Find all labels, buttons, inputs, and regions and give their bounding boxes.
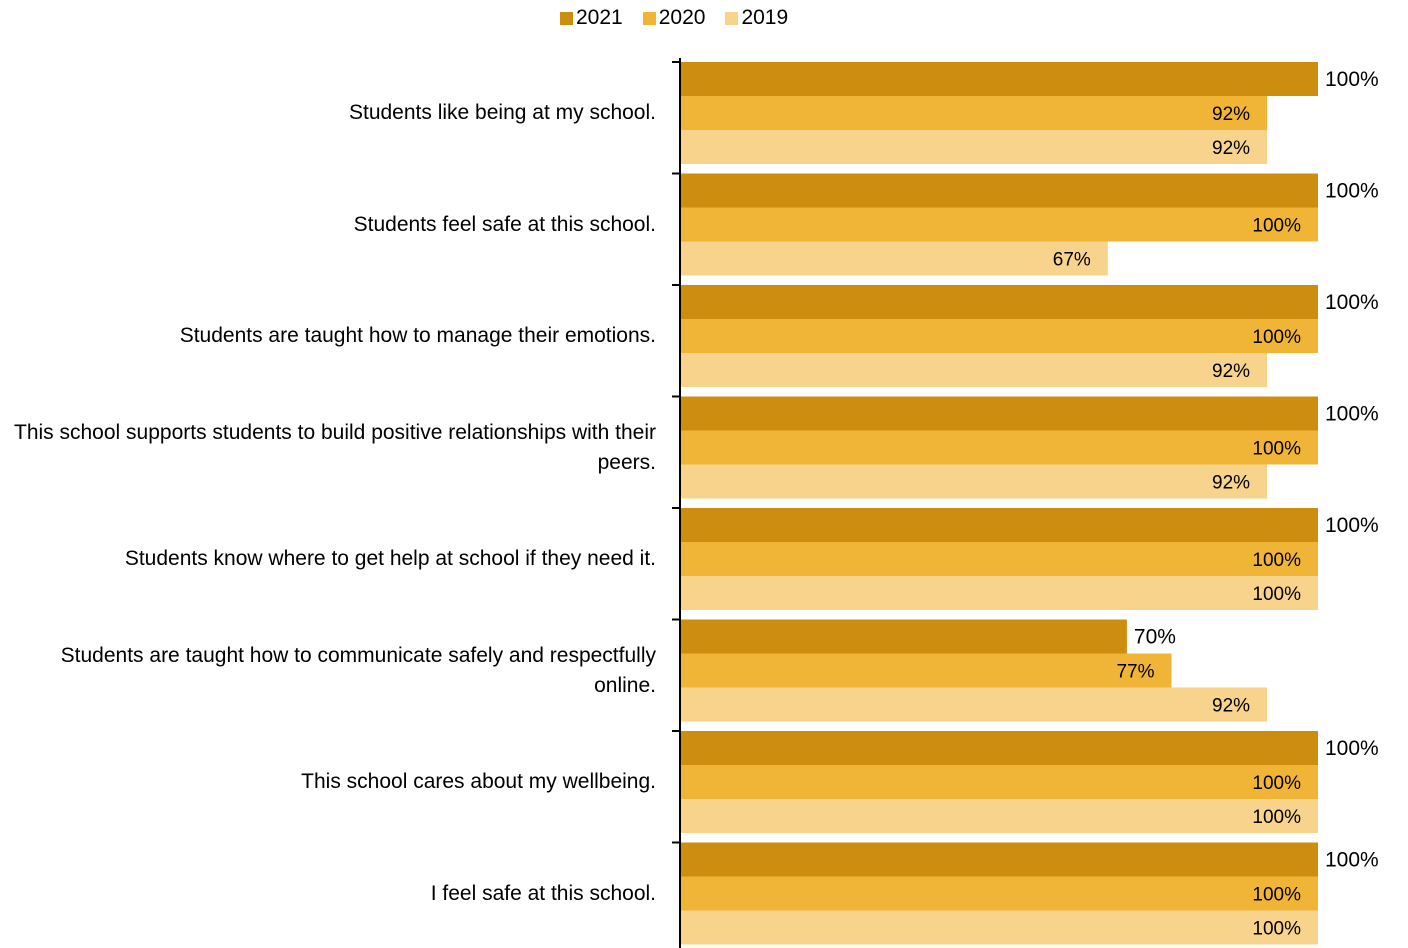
value-label-2021-1: 100% [1325,180,1379,203]
value-label-2021-4: 100% [1325,514,1379,537]
bar-2020-4 [681,542,1318,576]
category-label-3: This school supports students to build p… [14,420,656,474]
bar-2021-2 [681,285,1318,319]
value-label-2020-4: 100% [1252,550,1301,571]
chart-legend: 2021 2020 2019 [560,6,788,30]
value-label-2020-5: 77% [1116,662,1154,683]
bar-2020-2 [681,319,1318,353]
category-label-1: Students feel safe at this school. [353,212,656,236]
bar-2019-3 [681,464,1268,499]
value-label-2019-3: 92% [1212,473,1250,494]
value-label-2019-2: 92% [1212,361,1250,382]
value-label-2019-4: 100% [1252,584,1301,605]
bar-2019-4 [681,576,1318,610]
bar-2021-5 [681,619,1127,654]
bar-2021-7 [681,842,1318,877]
legend-swatch-2021 [560,11,573,25]
bar-2019-0 [681,130,1268,164]
value-label-2021-2: 100% [1325,291,1379,314]
value-label-2020-1: 100% [1252,216,1301,237]
value-label-2019-0: 92% [1212,138,1250,159]
bar-2019-5 [681,687,1268,722]
bar-2020-0 [681,96,1268,130]
value-label-2021-5: 70% [1134,626,1176,649]
legend-label-2019: 2019 [741,6,789,29]
category-label-6: This school cares about my wellbeing. [301,770,656,793]
bar-2021-1 [681,173,1318,208]
bar-2021-4 [681,508,1318,542]
bar-2020-7 [681,876,1318,911]
category-label-5: Students are taught how to communicate s… [60,643,656,697]
legend-item-2019: 2019 [725,6,788,30]
value-label-2020-7: 100% [1252,885,1301,906]
bar-2020-3 [681,430,1318,465]
value-label-2021-0: 100% [1325,68,1379,91]
value-label-2019-6: 100% [1252,807,1301,828]
value-label-2019-7: 100% [1252,919,1301,940]
legend-item-2020: 2020 [642,6,706,30]
value-label-2021-6: 100% [1325,737,1379,760]
bar-2019-7 [681,910,1318,945]
value-label-2020-6: 100% [1252,773,1301,794]
bar-2021-3 [681,396,1318,431]
category-label-4: Students know where to get help at schoo… [124,547,656,570]
category-label-7: I feel safe at this school. [430,881,656,905]
bar-2020-6 [681,765,1318,799]
bar-2020-1 [681,207,1318,242]
legend-label-2020: 2020 [658,6,706,29]
value-label-2020-3: 100% [1252,439,1301,460]
legend-swatch-2019 [725,11,739,25]
value-label-2019-1: 67% [1053,250,1091,271]
legend-swatch-2020 [642,11,656,25]
value-label-2021-3: 100% [1325,403,1379,426]
bar-2020-5 [681,653,1172,688]
value-label-2020-2: 100% [1252,327,1301,348]
value-label-2020-0: 92% [1212,104,1250,125]
bar-2019-2 [681,353,1268,387]
legend-label-2021: 2021 [576,6,623,29]
bar-2021-0 [681,62,1318,96]
bar-2021-6 [681,731,1318,765]
category-label-0: Students like being at my school. [348,101,656,124]
category-label-2: Students are taught how to manage their … [179,324,656,347]
value-label-2019-5: 92% [1212,696,1250,717]
value-label-2021-7: 100% [1325,849,1379,872]
bar-2019-6 [681,799,1318,833]
bar-2019-1 [681,241,1108,276]
legend-item-2021: 2021 [560,6,623,30]
